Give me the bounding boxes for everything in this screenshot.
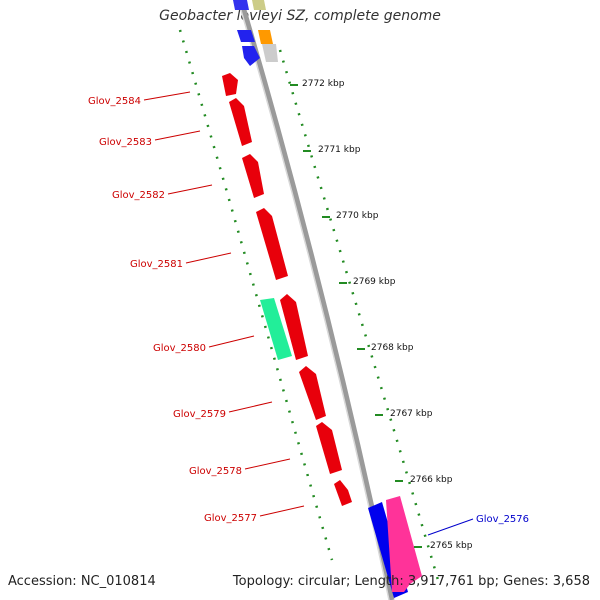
leader-line xyxy=(143,91,191,101)
leader-line xyxy=(228,401,273,413)
leader-line xyxy=(244,458,291,470)
gene-label[interactable]: Glov_2583 xyxy=(99,137,152,148)
gene-label[interactable]: Glov_2581 xyxy=(130,259,183,270)
gene-labels[interactable]: Glov_2584 Glov_2583 Glov_2582 Glov_2581 Glov… xyxy=(88,96,529,525)
outer-dotted-track xyxy=(278,49,440,581)
accession-text: Accession: NC_010814 xyxy=(8,574,156,589)
tick-label: 2765 kbp xyxy=(430,541,473,551)
gene-glov-2577 xyxy=(334,480,352,506)
tick-label: 2770 kbp xyxy=(336,211,379,221)
tick-label: 2766 kbp xyxy=(410,475,453,485)
inner-dotted-track xyxy=(178,29,334,561)
gene-label[interactable]: Glov_2584 xyxy=(88,96,141,107)
genome-title: Geobacter lovleyi SZ, complete genome xyxy=(159,8,441,24)
gene-glov-2576-pink xyxy=(386,496,422,592)
leader-line xyxy=(208,335,255,348)
leader-line xyxy=(185,252,232,264)
tick-label: 2771 kbp xyxy=(318,145,361,155)
top-genes xyxy=(233,0,278,66)
leader-line xyxy=(259,505,305,517)
tick-marks xyxy=(290,84,422,548)
gene-label[interactable]: Glov_2578 xyxy=(189,466,242,477)
tick-label: 2767 kbp xyxy=(390,409,433,419)
tick-labels: 2772 kbp 2771 kbp 2770 kbp 2769 kbp 2768 kbp… xyxy=(302,79,473,551)
gene-label[interactable]: Glov_2582 xyxy=(112,190,165,201)
gene-leader-lines xyxy=(143,91,474,536)
gene-glov-2583 xyxy=(229,98,252,146)
gene-glov-2578 xyxy=(316,422,342,474)
gene-glov-2580-red xyxy=(280,294,308,360)
gene-glov-2584 xyxy=(222,73,238,96)
gene-glov-2580-green xyxy=(260,298,292,360)
gene-label[interactable]: Glov_2580 xyxy=(153,343,206,354)
gene-label[interactable]: Glov_2577 xyxy=(204,513,257,524)
gene-label[interactable]: Glov_2579 xyxy=(173,409,226,420)
leader-line xyxy=(154,130,201,141)
leader-line xyxy=(427,518,474,536)
red-genes[interactable] xyxy=(222,73,422,598)
leader-line xyxy=(167,184,213,195)
gene-glov-2581 xyxy=(256,208,288,280)
summary-text: Topology: circular; Length: 3,917,761 bp… xyxy=(232,574,590,589)
tick-label: 2769 kbp xyxy=(353,277,396,287)
gene-glov-2579 xyxy=(299,366,326,420)
tick-label: 2772 kbp xyxy=(302,79,345,89)
gene-label[interactable]: Glov_2576 xyxy=(476,514,529,525)
gene-glov-2582 xyxy=(242,154,264,198)
tick-label: 2768 kbp xyxy=(371,343,414,353)
